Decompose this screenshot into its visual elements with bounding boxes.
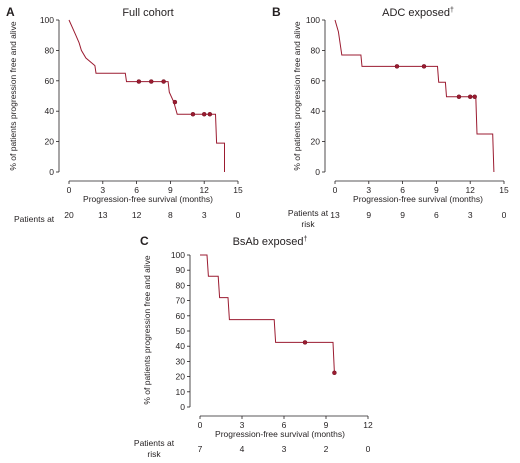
panel-b-x-tick-label: 9 bbox=[434, 185, 439, 195]
panel-c-x-tick-label: 0 bbox=[198, 420, 203, 430]
panel-b-y-tick-label: 60 bbox=[311, 76, 321, 86]
panel-a-censor-mark bbox=[190, 111, 196, 117]
panel-b-censor-mark bbox=[421, 64, 427, 69]
panel-c-x-tick-label: 9 bbox=[324, 420, 329, 430]
panel-a-censor-mark bbox=[136, 79, 142, 84]
panel-c-x-tick-label: 6 bbox=[282, 420, 287, 430]
panel-a-x-tick-label: 0 bbox=[67, 185, 72, 195]
panel-b-y-tick-label: 100 bbox=[306, 15, 320, 25]
panel-c-y-tick-label: 70 bbox=[176, 296, 186, 306]
panel-c-y-tick-label: 80 bbox=[176, 280, 186, 290]
panel-b-y-tick-label: 40 bbox=[311, 106, 321, 116]
panel-b-censor-mark bbox=[472, 94, 477, 100]
panel-a-x-tick-label: 9 bbox=[168, 185, 173, 195]
panel-c-risk-label-line1: Patients at bbox=[134, 438, 175, 448]
panel-c-y-tick-label: 0 bbox=[180, 402, 185, 412]
panel-b-x-tick-label: 15 bbox=[499, 185, 509, 195]
panel-c-risk-value: 7 bbox=[198, 444, 203, 454]
panel-a-censor-mark bbox=[201, 111, 207, 117]
panel-a-censor-mark bbox=[172, 99, 178, 105]
panel-b-risk-value: 6 bbox=[434, 210, 439, 220]
panel-a-risk-label: Patients at bbox=[14, 214, 55, 224]
panel-c-title: BsAb exposed† bbox=[233, 236, 308, 248]
panel-a-risk-value: 12 bbox=[132, 210, 142, 220]
panel-a-risk-value: 8 bbox=[168, 210, 173, 220]
panel-c-ylabel: % of patients progression free and alive bbox=[142, 255, 152, 405]
panel-b-x-tick-label: 3 bbox=[366, 185, 371, 195]
panel-a-risk-value: 20 bbox=[64, 210, 74, 220]
panel-a-y-tick-label: 40 bbox=[45, 106, 55, 116]
panel-b-risk-label-line1: Patients at bbox=[288, 208, 329, 218]
panel-a-censor-mark bbox=[161, 79, 166, 84]
panel-b-xlabel: Progression-free survival (months) bbox=[353, 194, 483, 204]
panel-a-ylabel: % of patients progression free and alive bbox=[8, 21, 18, 171]
panel-a-y-tick-label: 100 bbox=[40, 15, 54, 25]
panel-b-censor-mark bbox=[467, 94, 473, 100]
panel-c-y-tick-label: 40 bbox=[176, 341, 186, 351]
panel-a-x-tick-label: 3 bbox=[100, 185, 105, 195]
panel-b-censor-mark bbox=[394, 64, 400, 69]
panel-c-y-tick-label: 90 bbox=[176, 265, 186, 275]
panel-a-letter: A bbox=[6, 5, 15, 19]
panel-a-x-tick-label: 12 bbox=[199, 185, 209, 195]
panel-b: B ADC exposed† % of patients progression… bbox=[272, 5, 509, 229]
panel-a-risk-value: 13 bbox=[98, 210, 108, 220]
panel-a-x-tick-label: 15 bbox=[233, 185, 243, 195]
panel-a-title: Full cohort bbox=[122, 7, 173, 19]
panel-b-censor-mark bbox=[456, 94, 462, 100]
panel-c-y-tick-label: 50 bbox=[176, 326, 186, 336]
panel-b-y-tick-label: 0 bbox=[315, 167, 320, 177]
panel-b-km-curve bbox=[334, 19, 495, 173]
panel-c-risk-value: 4 bbox=[240, 444, 245, 454]
panel-b-risk-value: 9 bbox=[400, 210, 405, 220]
panel-c-risk-label-line2: risk bbox=[147, 449, 161, 459]
panel-b-x-tick-label: 0 bbox=[333, 185, 338, 195]
panel-a-y-tick-label: 20 bbox=[45, 137, 55, 147]
panel-a-risk-value: 3 bbox=[202, 210, 207, 220]
panel-c-risk-value: 2 bbox=[324, 444, 329, 454]
panel-b-y-tick-label: 80 bbox=[311, 45, 321, 55]
panel-b-risk-value: 9 bbox=[366, 210, 371, 220]
panel-c-y-tick-label: 20 bbox=[176, 372, 186, 382]
panel-b-risk-label-line2: risk bbox=[301, 219, 315, 229]
panel-b-x-tick-label: 6 bbox=[400, 185, 405, 195]
panel-a-y-tick-label: 60 bbox=[45, 76, 55, 86]
panel-a-plot: 0 20 40 60 80 100 0 3 6 9 12 15 20 13 12 8 3 0 bbox=[40, 15, 243, 220]
panel-c-y-tick-label: 100 bbox=[171, 250, 185, 260]
panel-a-xlabel: Progression-free survival (months) bbox=[83, 194, 213, 204]
panel-a-y-tick-label: 80 bbox=[45, 45, 55, 55]
panel-b-y-tick-label: 20 bbox=[311, 137, 321, 147]
panel-b-x-tick-label: 12 bbox=[465, 185, 475, 195]
panel-c-letter: C bbox=[140, 234, 149, 248]
panel-c-censor-mark bbox=[332, 370, 337, 376]
panel-c-risk-value: 0 bbox=[366, 444, 371, 454]
panel-b-letter: B bbox=[272, 5, 281, 19]
panel-c-x-tick-label: 12 bbox=[363, 420, 373, 430]
panel-c-km-curve bbox=[200, 254, 335, 373]
panel-a-censor-mark bbox=[148, 79, 154, 84]
panel-c-risk-value: 3 bbox=[282, 444, 287, 454]
panel-c-xlabel: Progression-free survival (months) bbox=[215, 429, 345, 439]
panel-a-censor-mark bbox=[207, 111, 213, 117]
panel-b-ylabel: % of patients progression free and alive bbox=[292, 21, 302, 171]
panel-a-risk-value: 0 bbox=[236, 210, 241, 220]
panel-b-risk-value: 0 bbox=[502, 210, 507, 220]
panel-b-risk-value: 3 bbox=[468, 210, 473, 220]
panel-a-x-tick-label: 6 bbox=[134, 185, 139, 195]
panel-c-x-tick-label: 3 bbox=[240, 420, 245, 430]
panel-a-y-tick-label: 0 bbox=[49, 167, 54, 177]
panel-c: C BsAb exposed† % of patients progressio… bbox=[134, 234, 373, 459]
panel-b-title: ADC exposed† bbox=[382, 7, 454, 19]
panel-c-censor-mark bbox=[302, 340, 308, 345]
panel-b-risk-value: 13 bbox=[330, 210, 340, 220]
panel-c-y-tick-label: 10 bbox=[176, 387, 186, 397]
panel-a-km-curve bbox=[68, 19, 225, 172]
panel-c-y-tick-label: 60 bbox=[176, 311, 186, 321]
panel-b-plot: 0 20 40 60 80 100 0 3 6 9 12 15 13 9 9 6 3 0 bbox=[306, 15, 509, 220]
panel-c-y-tick-label: 30 bbox=[176, 356, 186, 366]
panel-a: A Full cohort % of patients progression … bbox=[6, 5, 243, 224]
